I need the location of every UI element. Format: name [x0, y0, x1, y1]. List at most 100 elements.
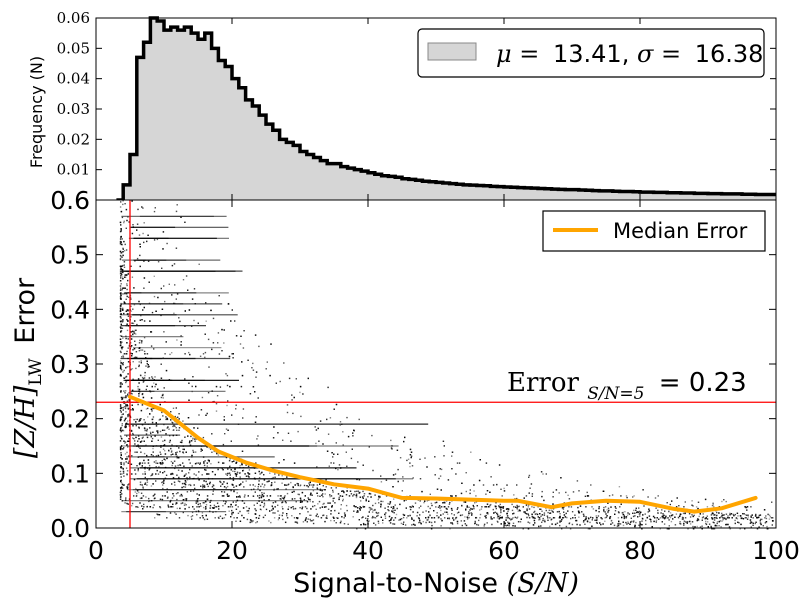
- scatter-point: [325, 517, 327, 519]
- scatter-point: [431, 524, 433, 527]
- scatter-point: [475, 517, 477, 519]
- scatter-point: [318, 500, 321, 503]
- scatter-point: [269, 510, 271, 512]
- scatter-point: [179, 480, 181, 483]
- scatter-point: [223, 491, 226, 493]
- scatter-point: [145, 388, 147, 391]
- scatter-point: [353, 429, 355, 431]
- scatter-point: [120, 303, 122, 306]
- scatter-point: [195, 451, 197, 453]
- scatter-point: [761, 518, 763, 521]
- scatter-point: [181, 439, 183, 442]
- scatter-point: [337, 469, 339, 471]
- scatter-point: [715, 517, 717, 519]
- scatter-point: [121, 416, 123, 418]
- scatter-point: [143, 241, 145, 244]
- scatter-point: [121, 445, 123, 447]
- scatter-point: [563, 506, 565, 508]
- scatter-point: [126, 405, 129, 407]
- scatter-point: [648, 510, 651, 512]
- scatter-point: [283, 497, 285, 500]
- scatter-point: [453, 519, 455, 521]
- scatter-point: [295, 501, 297, 503]
- scatter-point: [606, 515, 608, 517]
- scatter-point: [124, 453, 127, 455]
- scatter-point: [120, 456, 122, 459]
- scatter-point: [759, 518, 762, 521]
- scatter-point: [251, 367, 253, 369]
- scatter-point: [505, 508, 508, 510]
- scatter-point: [146, 362, 148, 365]
- scatter-point: [178, 413, 180, 415]
- scatter-point: [487, 513, 489, 515]
- scatter-point: [119, 305, 122, 307]
- scatter-point: [255, 522, 257, 524]
- scatter-point: [528, 514, 530, 517]
- scatter-point: [330, 462, 332, 464]
- scatter-point: [434, 502, 436, 504]
- scatter-point: [684, 517, 687, 519]
- scatter-point: [759, 518, 762, 521]
- scatter-point: [119, 373, 122, 376]
- scatter-point: [471, 514, 473, 516]
- scatter-point: [161, 481, 163, 484]
- scatter-point: [138, 438, 140, 440]
- scatter-point: [652, 515, 655, 518]
- scatter-point: [404, 524, 407, 526]
- scatter-point: [391, 510, 393, 512]
- scatter-point: [393, 519, 395, 521]
- scatter-point: [750, 521, 752, 523]
- scatter-point: [412, 506, 414, 508]
- scatter-point: [622, 513, 624, 516]
- scatter-point: [277, 519, 280, 521]
- scatter-point: [712, 504, 714, 506]
- scatter-point: [176, 498, 178, 501]
- scatter-point: [127, 395, 129, 397]
- scatter-point: [534, 517, 536, 519]
- scatter-point: [674, 516, 676, 518]
- scatter-point: [174, 454, 177, 456]
- scatter-point: [268, 520, 270, 522]
- scatter-point: [181, 470, 183, 472]
- legend-mu-label: μ =: [496, 40, 539, 68]
- scatter-point: [141, 465, 143, 467]
- scatter-point: [544, 520, 546, 523]
- scatter-point: [131, 473, 133, 475]
- scatter-point: [192, 438, 194, 441]
- scatter-point: [183, 504, 186, 506]
- scatter-point: [304, 495, 306, 497]
- scatter-point: [310, 520, 312, 522]
- scatter-point: [202, 486, 204, 488]
- scatter-point: [528, 474, 531, 477]
- scatter-point: [540, 515, 542, 517]
- scatter-point: [161, 411, 163, 414]
- scatter-point: [505, 517, 507, 519]
- scatter-point: [532, 524, 535, 526]
- scatter-point: [568, 498, 571, 500]
- scatter-point: [545, 473, 547, 475]
- scatter-point: [151, 437, 154, 440]
- scatter-point: [143, 336, 146, 339]
- scatter-point: [193, 484, 195, 486]
- scatter-point: [121, 423, 123, 425]
- scatter-point: [164, 439, 166, 442]
- scatter-point: [121, 486, 123, 488]
- scatter-point: [508, 522, 511, 524]
- scatter-point: [412, 477, 414, 479]
- scatter-point: [127, 272, 129, 275]
- scatter-point: [464, 516, 466, 518]
- scatter-point: [571, 511, 574, 513]
- scatter-point: [178, 457, 180, 459]
- scatter-point: [705, 522, 707, 525]
- scatter-point: [198, 471, 200, 473]
- scatter-point: [235, 520, 237, 522]
- scatter-point: [496, 483, 498, 486]
- scatter-point: [770, 517, 773, 519]
- scatter-point: [448, 503, 451, 505]
- scatter-point: [119, 316, 122, 318]
- scatter-point: [170, 447, 172, 450]
- scatter-point: [341, 495, 344, 497]
- scatter-point: [122, 251, 124, 253]
- scatter-point: [198, 479, 200, 481]
- scatter-point: [130, 368, 132, 371]
